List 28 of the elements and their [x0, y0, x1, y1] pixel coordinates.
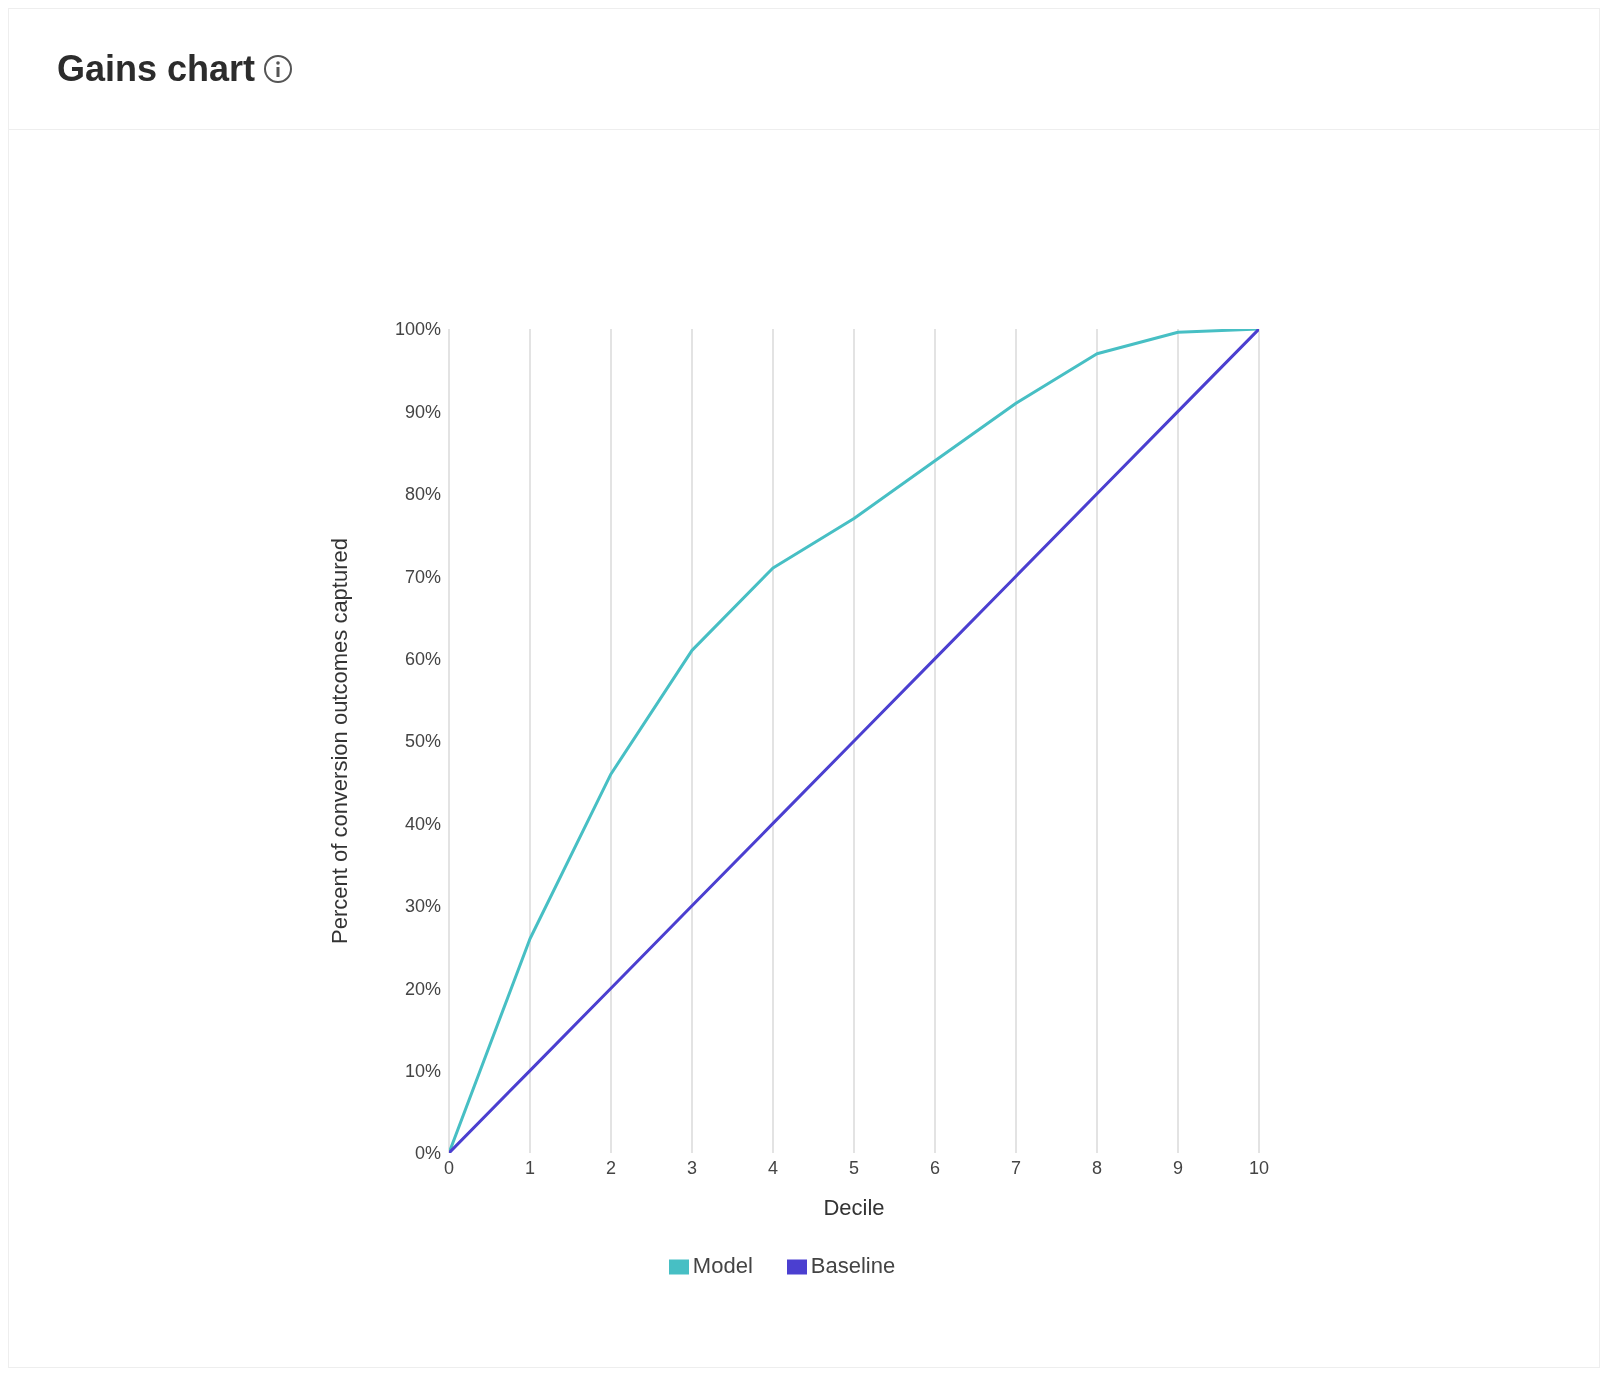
- y-tick-label: 60%: [404, 648, 441, 669]
- y-tick-label: 50%: [404, 731, 441, 752]
- y-axis-title: Percent of conversion outcomes captured: [326, 537, 352, 945]
- x-tick-label: 2: [605, 1157, 617, 1178]
- x-tick-label: 0: [443, 1157, 455, 1178]
- x-tick-label: 7: [1010, 1157, 1022, 1178]
- y-tick-label: 80%: [404, 484, 441, 505]
- y-tick-label: 10%: [404, 1060, 441, 1081]
- x-tick-label: 10: [1248, 1157, 1270, 1178]
- y-tick-label: 30%: [404, 896, 441, 917]
- x-tick-label: 8: [1091, 1157, 1103, 1178]
- x-tick-label: 1: [524, 1157, 536, 1178]
- x-tick-label: 4: [767, 1157, 779, 1178]
- y-tick-label: 40%: [404, 813, 441, 834]
- text: Gains chart: [57, 48, 256, 90]
- x-tick-label: 5: [848, 1157, 860, 1178]
- y-tick-label: 20%: [404, 978, 441, 999]
- legend-label: Model: [692, 1253, 753, 1278]
- line-series: [449, 329, 1259, 1153]
- x-tick-label: 9: [1172, 1157, 1184, 1178]
- x-tick-label: 6: [929, 1157, 941, 1178]
- y-tick-label: 70%: [404, 566, 441, 587]
- y-tick-label: 0%: [414, 1143, 441, 1164]
- legend-label: Baseline: [810, 1253, 896, 1278]
- y-tick-label: 90%: [404, 401, 441, 422]
- x-axis-title: Decile: [823, 1195, 885, 1220]
- x-tick-label: 3: [686, 1157, 698, 1178]
- y-tick-label: 100%: [394, 319, 441, 340]
